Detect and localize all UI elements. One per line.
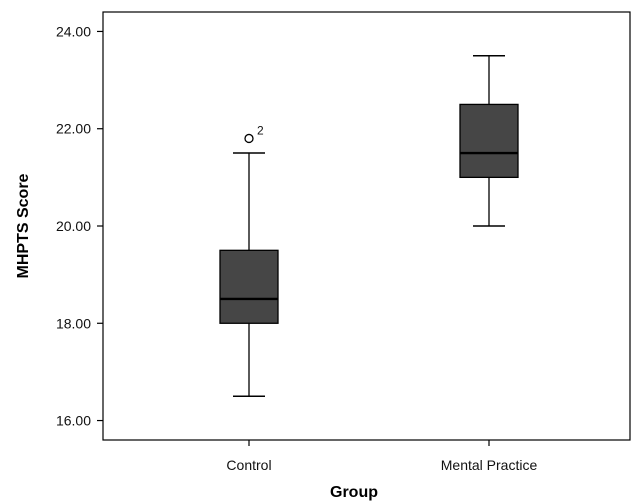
y-tick-label: 24.00 [56, 23, 91, 39]
y-axis-title: MHPTS Score [15, 173, 32, 278]
y-tick-label: 20.00 [56, 218, 91, 234]
x-tick-label: Control [226, 457, 271, 473]
iqr-box [459, 103, 519, 179]
x-tick-label: Mental Practice [441, 457, 538, 473]
box-1: 2 [219, 123, 279, 397]
x-axis-title: Group [330, 484, 378, 501]
x-axis: Control Mental Practice [226, 440, 537, 473]
box-series: 2 [219, 55, 519, 397]
plot-frame [102, 11, 631, 441]
outlier-label: 2 [257, 123, 264, 137]
y-tick-label: 18.00 [56, 315, 91, 331]
y-tick-label: 16.00 [56, 413, 91, 429]
box-2 [459, 55, 519, 227]
y-tick-label: 22.00 [56, 121, 91, 137]
iqr-box [219, 249, 279, 324]
outlier-point [244, 133, 254, 144]
y-axis: 16.00 18.00 20.00 22.00 24.00 [56, 23, 103, 429]
